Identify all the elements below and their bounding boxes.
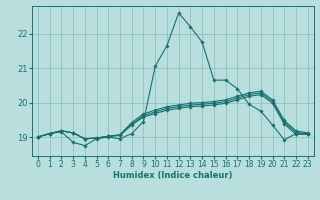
- X-axis label: Humidex (Indice chaleur): Humidex (Indice chaleur): [113, 171, 233, 180]
